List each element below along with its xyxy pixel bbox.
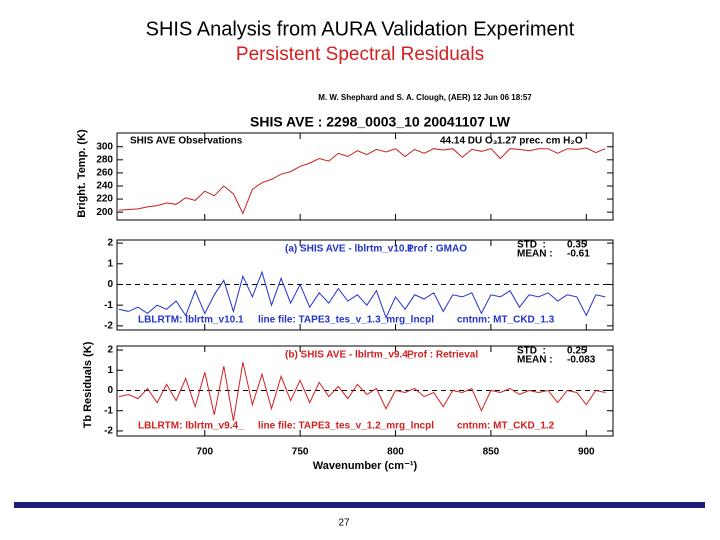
x-tick-label: 850 [483,447,500,458]
y-tick-label: -2 [104,321,113,332]
stat-label: MEAN : [517,249,553,260]
plot-frame [116,345,614,437]
x-tick-label: 800 [387,447,404,458]
y-tick-label: -1 [104,405,113,416]
y-tick-label: 280 [96,154,113,165]
y-tick-label: 2 [107,238,113,249]
y-tick-label: 1 [107,365,113,376]
data-line [118,362,606,421]
annotation: LBLRTM: lblrtm_v9.4_ [138,421,244,432]
shared-y-label: Tb Residuals (K) [82,341,94,428]
data-line [118,270,606,319]
annotation: Prof : GMAO [407,244,467,255]
x-tick-label: 900 [578,447,595,458]
annotation: line file: TAPE3_tes_v_1.2_mrg_lncpl [258,421,434,432]
stat-label: MEAN : [517,355,553,366]
stat-value: -0.61 [567,249,590,260]
y-tick-label: -2 [104,426,113,437]
y-tick-label: 300 [96,141,113,152]
stat-value: -0.083 [567,355,596,366]
annotation: 44.14 DU O₃ [440,136,498,147]
stat-value: 0.25 [567,346,587,357]
data-line [118,147,606,215]
series-label: (a) SHIS AVE - lblrtm_v10.1 [285,244,413,255]
stat-label: STD : [517,240,546,251]
footer-bar [14,502,705,508]
annotation: LBLRTM: lblrtm_v10.1 [138,315,244,326]
plot-frame [116,132,614,221]
y-tick-label: 2 [107,345,113,356]
credit: M. W. Shephard and S. A. Clough, (AER) 1… [318,93,532,102]
y-tick-label: 0 [107,279,113,290]
annotation: cntnm: MT_CKD_1.2 [457,421,555,432]
annotation: 1.27 prec. cm H₂O [497,136,583,147]
y-label: Bright. Temp. (K) [76,129,88,218]
x-tick-label: 750 [292,447,309,458]
y-tick-label: 260 [96,168,113,179]
x-tick-label: 700 [196,447,213,458]
panel-title: SHIS AVE : 2298_0003_10 20041107 LW [250,114,511,130]
annotation: line file: TAPE3_tes_v_1.3_mrg_lncpl [258,315,434,326]
x-label: Wavenumber (cm⁻¹) [313,460,418,472]
annotation: Prof : Retrieval [407,350,478,361]
stat-label: STD : [517,346,546,357]
y-tick-label: 1 [107,258,113,269]
annotation: cntnm: MT_CKD_1.3 [457,315,555,326]
y-tick-label: -1 [104,300,113,311]
y-tick-label: 240 [96,181,113,192]
slide-subtitle: Persistent Spectral Residuals [236,44,484,65]
page-number: 27 [338,518,350,529]
y-tick-label: 0 [107,385,113,396]
y-tick-label: 220 [96,194,113,205]
plot-frame [116,239,614,331]
slide-title: SHIS Analysis from AURA Validation Exper… [146,18,575,40]
stat-value: 0.35 [567,240,587,251]
y-tick-label: 200 [96,207,113,218]
series-label: SHIS AVE Observations [130,136,243,147]
series-label: (b) SHIS AVE - lblrtm_v9.4_ [285,350,414,361]
